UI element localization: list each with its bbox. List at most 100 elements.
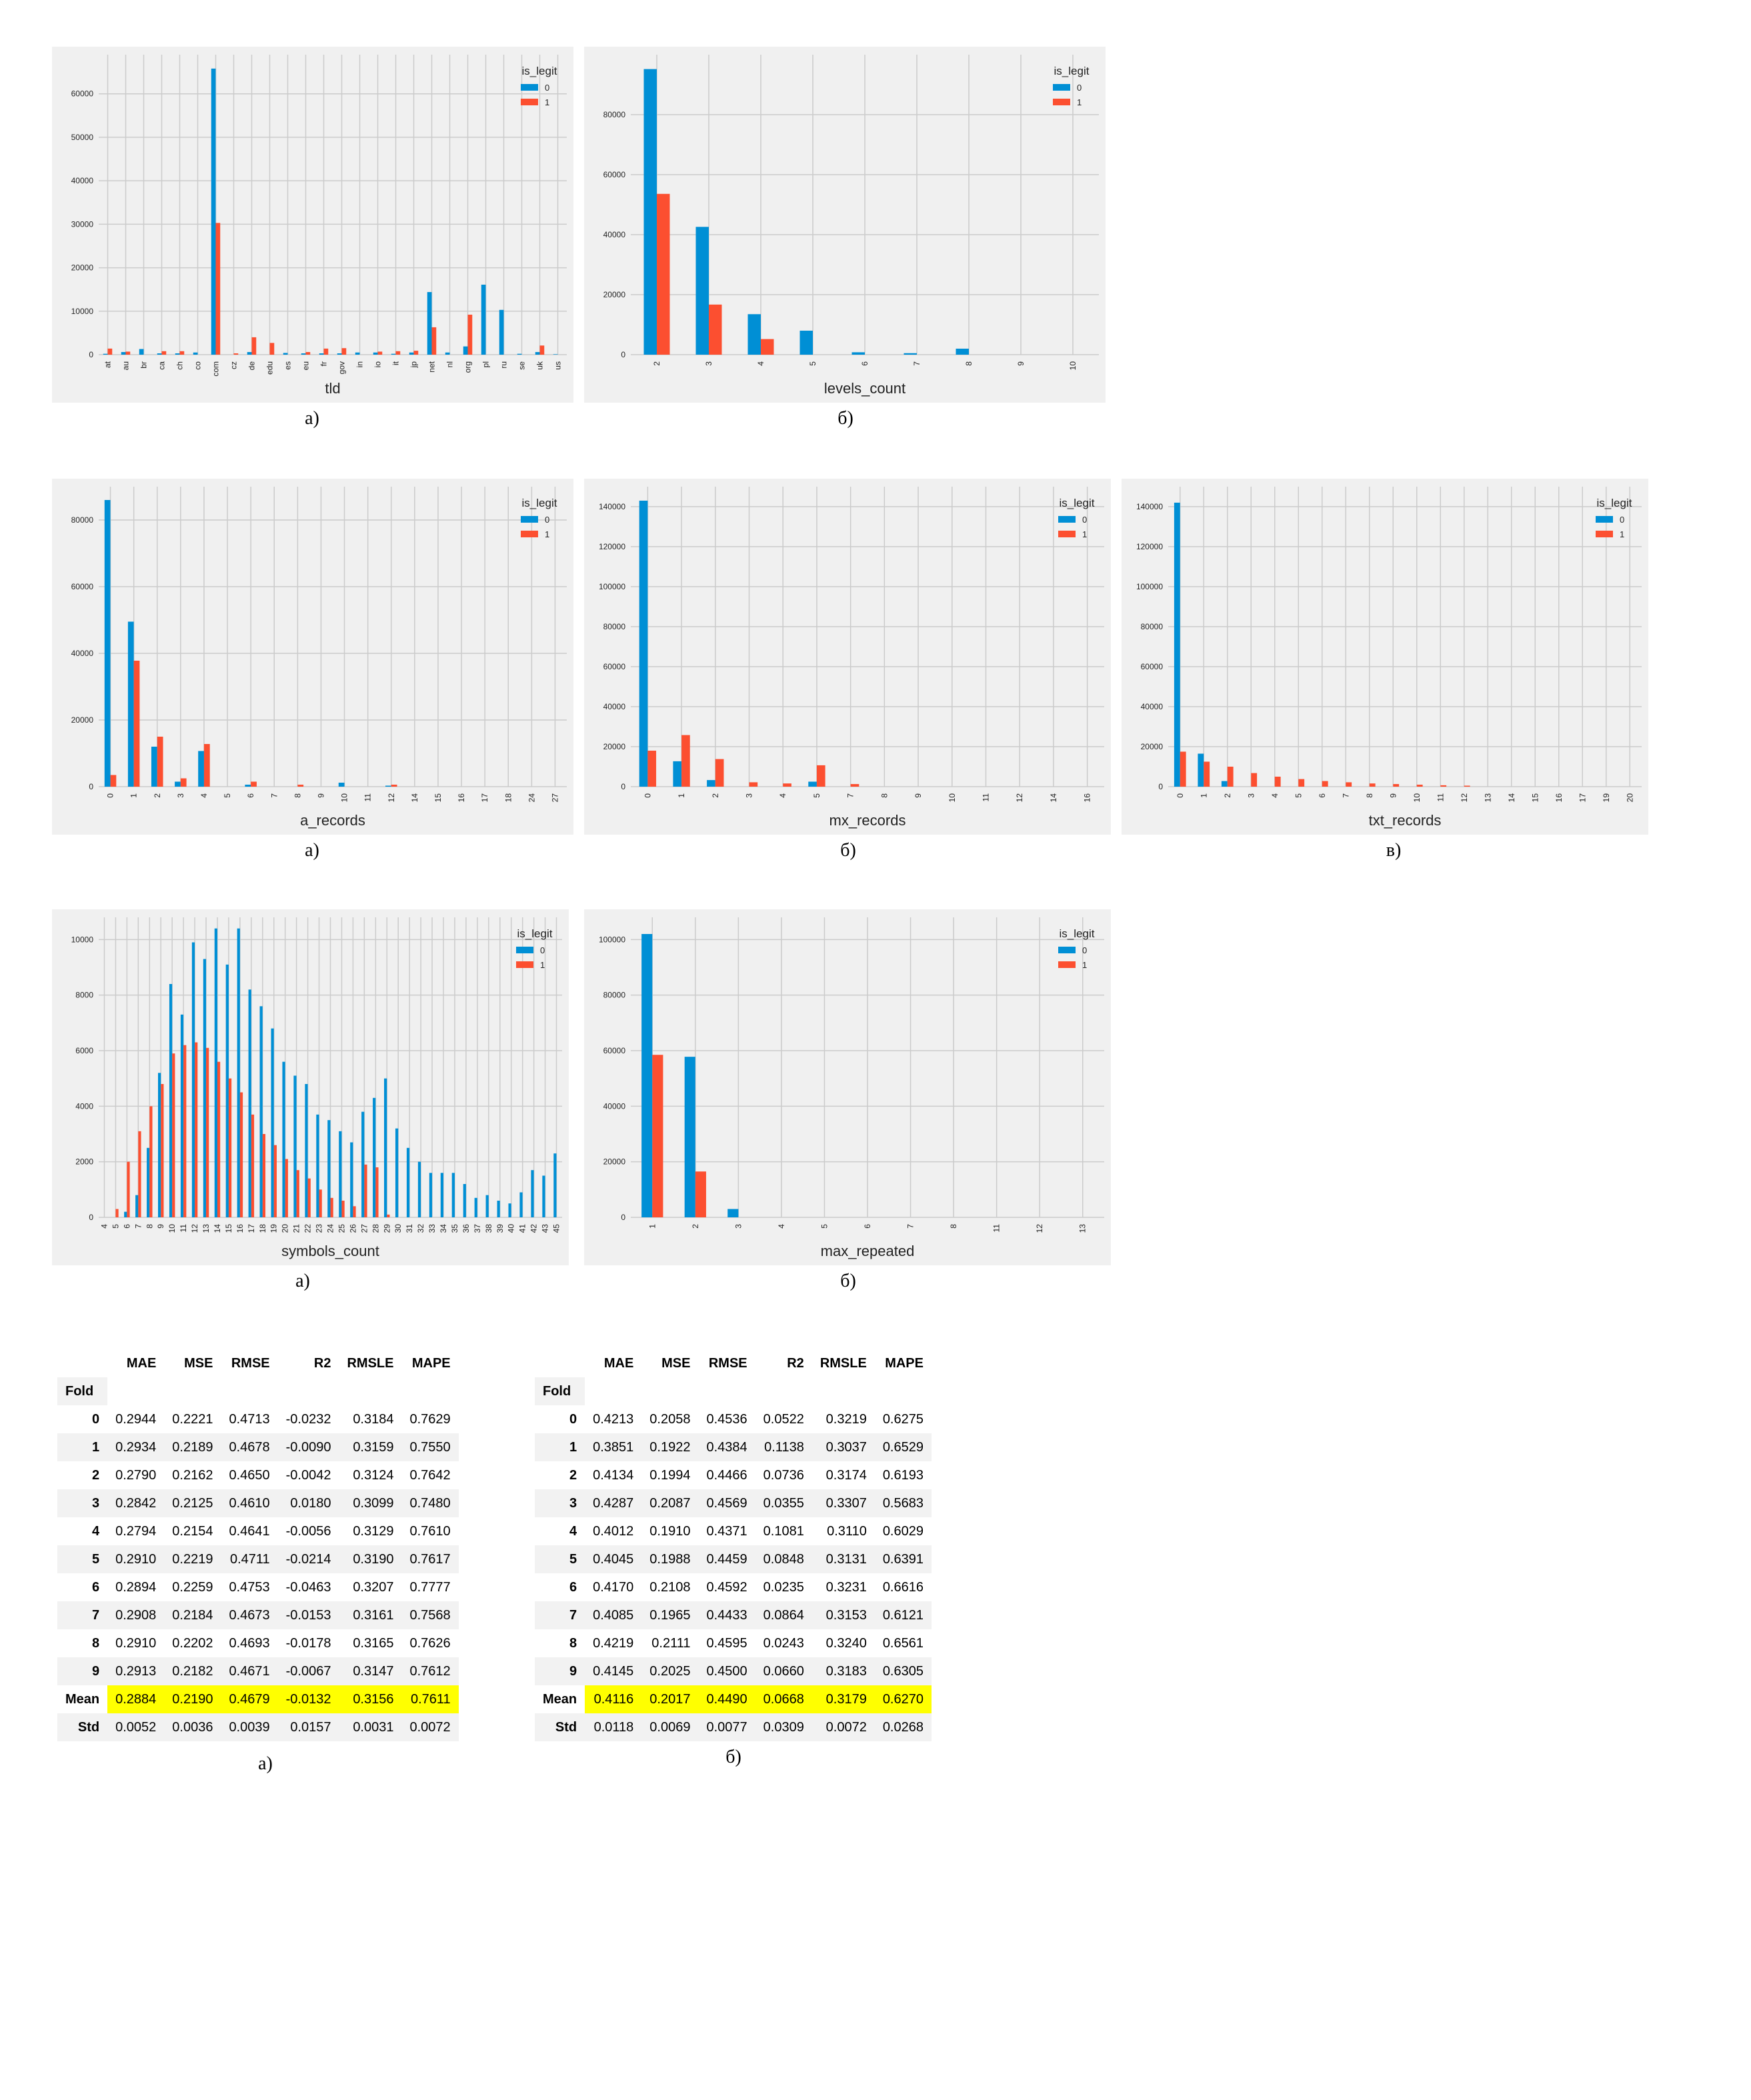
bar-series-0-25 [339,1131,342,1217]
bar-series-1-20 [285,1159,288,1217]
bar-series-1-12 [195,1042,198,1217]
y-tick-label: 80000 [1141,622,1164,631]
legend-label-1: 1 [1620,529,1624,539]
x-tick-label: 11 [179,1224,188,1233]
x-tick-label: ch [175,361,185,370]
legend-label-0: 0 [1082,945,1087,955]
table-cell: 0.2913 [107,1657,165,1685]
row-label: Mean [65,1691,100,1707]
row-label: Std [535,1713,585,1741]
x-tick-label: 3 [1246,793,1256,798]
bar-series-1-8 [1369,783,1376,787]
table-cell: 0.3131 [811,1545,875,1573]
table-cell: 0.7611 [401,1685,459,1713]
column-header: MAPE [411,1355,451,1371]
x-tick-label: 12 [1035,1224,1044,1233]
x-tick-label: 39 [495,1224,505,1233]
bar-series-1-11 [1440,785,1447,787]
y-tick-label: 20000 [603,742,626,751]
bar-series-0-de [247,352,252,355]
x-tick-label: 18 [503,793,513,803]
legend-swatch-1 [521,531,538,537]
row-label: 3 [535,1489,585,1517]
table-cell: 0.2111 [651,1635,691,1651]
x-axis-label: mx_records [829,812,906,829]
row-label: 4 [92,1523,100,1539]
x-tick-label: 29 [382,1224,391,1233]
table-cell: 0.4610 [221,1489,278,1517]
table-cell: 0.0180 [277,1489,339,1517]
y-tick-label: 10000 [71,307,94,316]
x-tick-label: 37 [473,1224,482,1233]
table-cell: 0.1994 [649,1467,691,1483]
bar-series-1-17 [251,1114,255,1217]
bar-series-1-5 [816,765,825,787]
bar-series-0-6 [124,1211,127,1217]
bar-series-0-3 [175,781,181,787]
table-cell: 0.0069 [641,1713,699,1741]
table-cell: 0.7568 [401,1601,459,1629]
legend-swatch-0 [521,516,538,523]
chart-levels-count: 0 20000 40000 60000 80000 2 3 4 5 6 7 8 9 10 levels_co… [584,47,1106,403]
y-tick-label: 40000 [71,649,94,658]
empty-cell [339,1377,402,1405]
index-name: Fold [535,1377,585,1405]
x-tick-label: 10 [1412,793,1422,803]
index-name: Fold [57,1377,108,1405]
bar-series-1-4 [1274,777,1281,787]
table-cell: 0.2221 [172,1411,213,1427]
bar-series-0-2 [707,780,715,787]
table-cell: 0.3190 [339,1545,402,1573]
x-tick-label: 36 [461,1224,471,1233]
bar-series-1-28 [375,1167,379,1217]
bar-series-0-43 [542,1175,545,1217]
y-tick-label: 80000 [603,110,626,119]
column-header: R2 [787,1355,804,1371]
empty-cell [874,1377,932,1405]
table-cell: 0.4713 [229,1411,270,1427]
table-cell: 0.3159 [339,1433,402,1461]
bar-series-1-1 [681,735,690,787]
x-tick-label: 9 [1388,793,1398,798]
bar-series-0-42 [531,1170,534,1217]
x-tick-label: 9 [316,793,325,798]
bar-series-0-10 [338,783,345,787]
y-tick-label: 0 [621,1213,625,1222]
bar-series-1-26 [353,1206,356,1217]
bar-series-0-nl [445,352,450,355]
bar-series-1-it [395,351,401,355]
x-tick-label: 20 [1625,793,1634,803]
legend-label-1: 1 [545,97,549,107]
header-row: MAE MSE RMSE R2 RMSLE MAPE [535,1349,932,1377]
legend-title: is_legit [1060,497,1095,509]
y-tick-label: 40000 [603,702,626,711]
table-cell: 0.3124 [353,1467,394,1483]
x-tick-label: 7 [906,1224,916,1229]
x-tick-label: 6 [1318,793,1327,798]
y-tick-label: 20000 [71,715,94,725]
table-cell: 0.4012 [593,1523,634,1539]
row-label: 0 [569,1411,577,1427]
bar-series-0-1 [1198,753,1204,787]
table-cell: 0.6616 [882,1579,924,1595]
x-tick-label: 5 [223,793,232,798]
x-tick-label: 23 [315,1224,324,1233]
table-cell: 0.0072 [401,1713,459,1741]
index-name-row: Fold [57,1377,459,1405]
bar-series-1-at [107,348,113,355]
x-tick-label: eu [301,361,311,370]
x-tick-label: 6 [860,361,869,366]
table-cell: 0.0668 [755,1685,812,1713]
table-cell: 0.7480 [401,1489,459,1517]
table-cell: 0.3147 [339,1657,402,1685]
chart-a-records: 0 20000 40000 60000 80000 0 1 2 3 4 5 6 7 8 9 10 11 12 14 1… [52,479,573,835]
table-cell: 0.0736 [763,1467,804,1483]
legend-swatch-1 [1058,531,1076,537]
x-tick-label: 5 [808,361,817,366]
y-tick-label: 0 [621,782,625,791]
bar-series-1-0 [110,775,117,787]
x-tick-label: 4 [756,361,765,366]
x-tick-label: io [373,361,383,368]
x-tick-label: 1 [677,793,686,798]
x-tick-label: gov [337,361,347,374]
